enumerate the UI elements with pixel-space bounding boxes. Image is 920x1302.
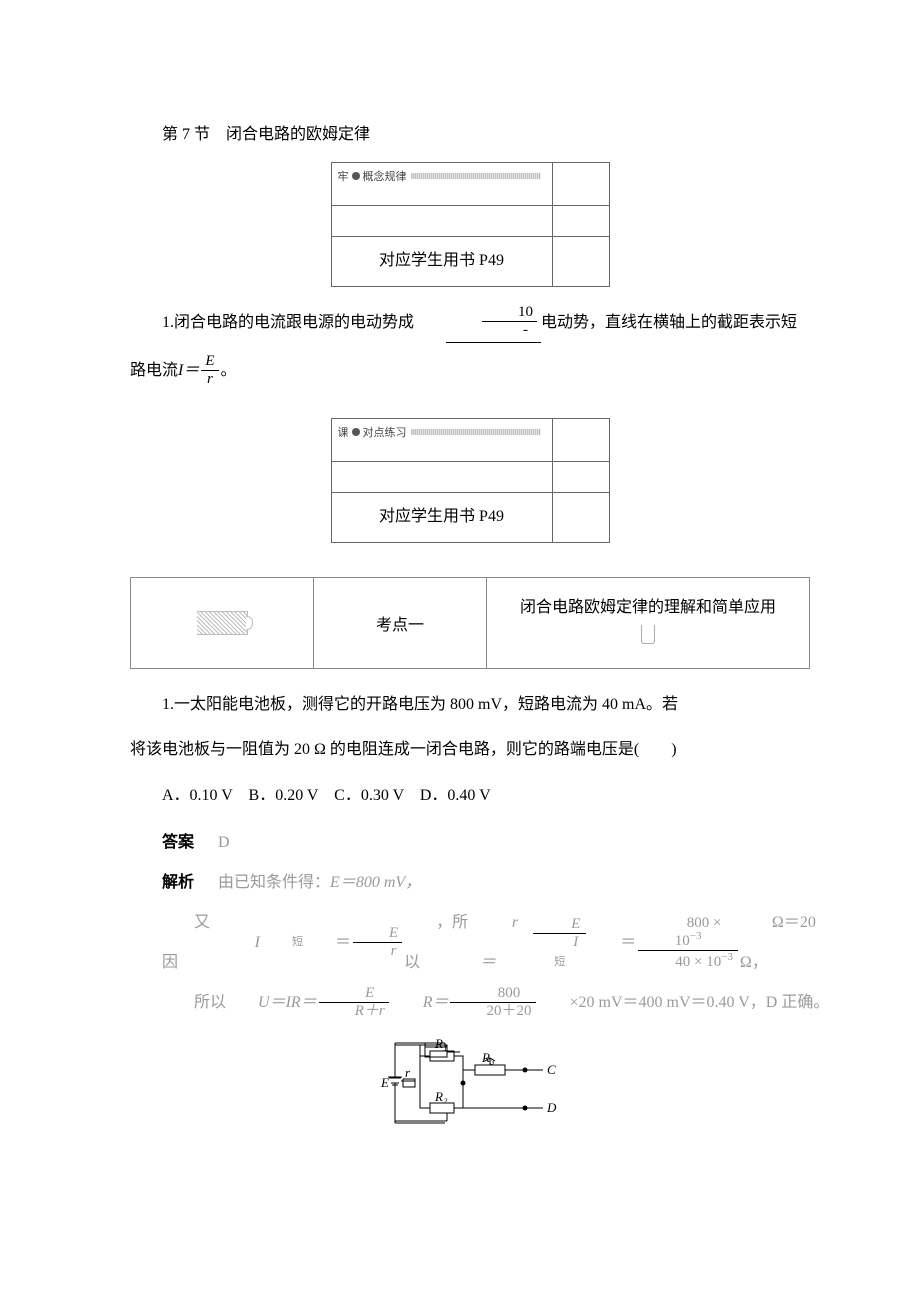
exp3-num2: 800 [450, 986, 535, 1003]
box2-marker-sub: 对点练习 [363, 424, 407, 440]
topic-table: 考点一 闭合电路欧姆定律的理解和简单应用 [130, 577, 810, 669]
exp2-den3sup: −3 [721, 951, 733, 963]
answer-value: D [218, 834, 230, 851]
p1-tail: 电动势，直线在横轴上的截距表示短 [541, 314, 797, 331]
circuit-diagram: R₁ R₂ R₃ E r C D [375, 1033, 565, 1143]
topic-right-line1: 闭合电路欧姆定律的理解和简单应用 [488, 594, 808, 621]
p1-frac-den: - [482, 322, 537, 338]
circuit-R1: R₁ [434, 1036, 447, 1051]
explain-label: 解析 [162, 874, 194, 891]
exp3-den1: R＋r [319, 1003, 389, 1019]
circuit-R3: R₃ [481, 1050, 494, 1065]
explain-row-2: 又因 I 短 ＝ E r ，所以 r＝ E I短 ＝ 800 × 10−3 40… [130, 903, 810, 983]
p1b-eq-den: r [201, 371, 218, 387]
marker-shade-2 [411, 429, 541, 435]
exp2-num3sup: −3 [690, 930, 702, 942]
circuit-C: C [547, 1062, 556, 1077]
box2-marker: 课 [338, 424, 349, 440]
answer-row: 答案 D [130, 823, 810, 863]
concept-box: 牢 概念规律 对应学生用书 P49 [331, 162, 610, 287]
exp2-den2l: I [573, 934, 578, 950]
exp2-den1: r [353, 943, 402, 959]
explain-row-1: 解析 由已知条件得：E＝800 mV， [130, 863, 810, 903]
deco-u-icon [641, 625, 655, 644]
exp2-eq2: ＝ [588, 923, 636, 963]
question-options: A．0.10 V B．0.20 V C．0.30 V D．0.40 V [130, 778, 810, 813]
exp3-num1: E [319, 986, 389, 1003]
exp1b: E＝800 mV， [330, 874, 421, 891]
marker-shade [411, 173, 541, 179]
exp2-i: I [223, 923, 260, 963]
practice-box: 课 对点练习 对应学生用书 P49 [331, 418, 610, 543]
exp2a: 又因 [162, 903, 223, 983]
topic-left-cell [131, 578, 314, 669]
circuit-D: D [546, 1100, 557, 1115]
box2-bottom: 对应学生用书 P49 [331, 493, 552, 543]
p1-lead: 1.闭合电路的电流跟电源的电动势成 [162, 314, 414, 331]
explain-row-3: 所以 U＝IR＝ E R＋r R＝ 800 20＋20 ×20 mV＝400 m… [130, 983, 810, 1023]
topic-right-cell: 闭合电路欧姆定律的理解和简单应用 [487, 578, 810, 669]
topic-mid-cell: 考点一 [314, 578, 487, 669]
exp3a: 所以 [162, 983, 226, 1023]
exp1a: 由已知条件得： [218, 874, 330, 891]
p1b-lead: 路电流 [130, 353, 178, 388]
box1-marker: 牢 [338, 168, 349, 184]
exp2-r: r＝ [480, 903, 531, 983]
question-line2: 将该电池板与一阻值为 20 Ω 的电阻连成一闭合电路，则它的路端电压是( ) [130, 732, 810, 767]
paragraph-1: 1.闭合电路的电流跟电源的电动势成 10-电动势，直线在横轴上的截距表示短 [130, 305, 810, 343]
exp2-num2: E [533, 917, 586, 934]
exp2c: Ω＝20 Ω， [740, 903, 842, 983]
question-line1: 1.一太阳能电池板，测得它的开路电压为 800 mV，短路电流为 40 mA。若 [130, 687, 810, 722]
exp3-den2: 20＋20 [450, 1003, 535, 1019]
p1-frac-num: 10 [482, 305, 537, 322]
p1b-tail: 。 [221, 353, 237, 388]
exp3-r: R＝ [391, 983, 449, 1023]
circuit-r: r [405, 1065, 411, 1080]
p1b-eq-num: E [201, 354, 218, 371]
topic-left-shade [197, 611, 248, 635]
exp2b: ，所以 [404, 903, 480, 983]
section-title: 第 7 节 闭合电路的欧姆定律 [130, 120, 810, 144]
exp3-u: U＝IR＝ [226, 983, 317, 1023]
circuit-E: E [380, 1075, 389, 1090]
exp2-eq1: ＝ [303, 923, 351, 963]
p1b-eq-left: I＝ [178, 353, 199, 388]
exp2-den2sub: 短 [554, 956, 565, 968]
answer-label: 答案 [162, 834, 194, 851]
exp3b: ×20 mV＝400 mV＝0.40 V，D 正确。 [538, 983, 830, 1023]
exp2-num1: E [353, 926, 402, 943]
exp2-sub1: 短 [260, 929, 303, 957]
exp2-den3: 40 × 10 [675, 954, 721, 970]
box1-bottom: 对应学生用书 P49 [331, 237, 552, 287]
circuit-R2: R₂ [434, 1089, 448, 1104]
paragraph-1b: 路电流 I＝ E r 。 [130, 353, 810, 388]
box1-marker-sub: 概念规律 [363, 168, 407, 184]
